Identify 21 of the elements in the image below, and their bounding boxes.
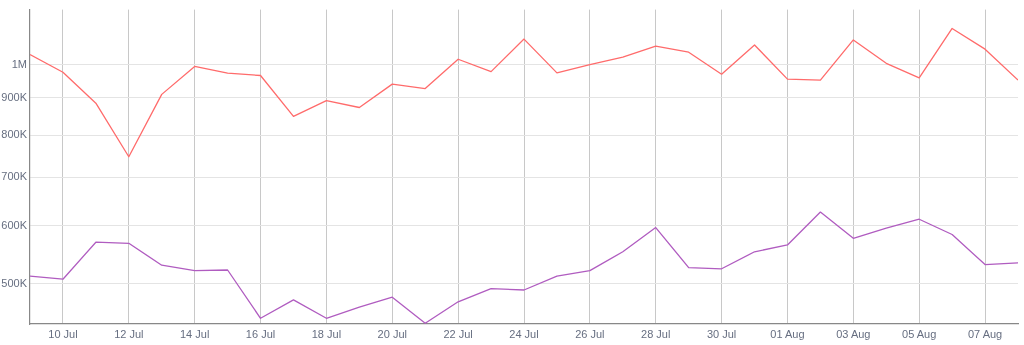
- x-tick-label: 18 Jul: [311, 327, 342, 340]
- x-tick-label: 24 Jul: [509, 327, 539, 340]
- y-tick-label: 600K: [1, 219, 28, 232]
- x-tick-label: 14 Jul: [179, 327, 210, 340]
- y-tick-label: 500K: [1, 276, 28, 289]
- x-tick-label: 20 Jul: [377, 327, 407, 340]
- x-tick-label: 28 Jul: [641, 327, 671, 340]
- x-tick-label: 26 Jul: [575, 327, 605, 340]
- x-tick-label: 01 Aug: [770, 327, 805, 340]
- x-tick-label: 22 Jul: [443, 327, 473, 340]
- y-tick-label: 1M: [11, 57, 27, 70]
- x-tick-label: 05 Aug: [902, 327, 937, 340]
- y-tick-label: 700K: [1, 170, 28, 183]
- x-tick-label: 10 Jul: [48, 327, 78, 340]
- x-tick-label: 03 Aug: [836, 327, 871, 340]
- y-tick-label: 800K: [1, 128, 28, 141]
- x-tick-label: 12 Jul: [114, 327, 144, 340]
- y-tick-label: 900K: [1, 90, 28, 103]
- x-tick-label: 16 Jul: [245, 327, 276, 340]
- x-tick-label: 07 Aug: [967, 327, 1003, 340]
- x-tick-label: 30 Jul: [706, 327, 737, 340]
